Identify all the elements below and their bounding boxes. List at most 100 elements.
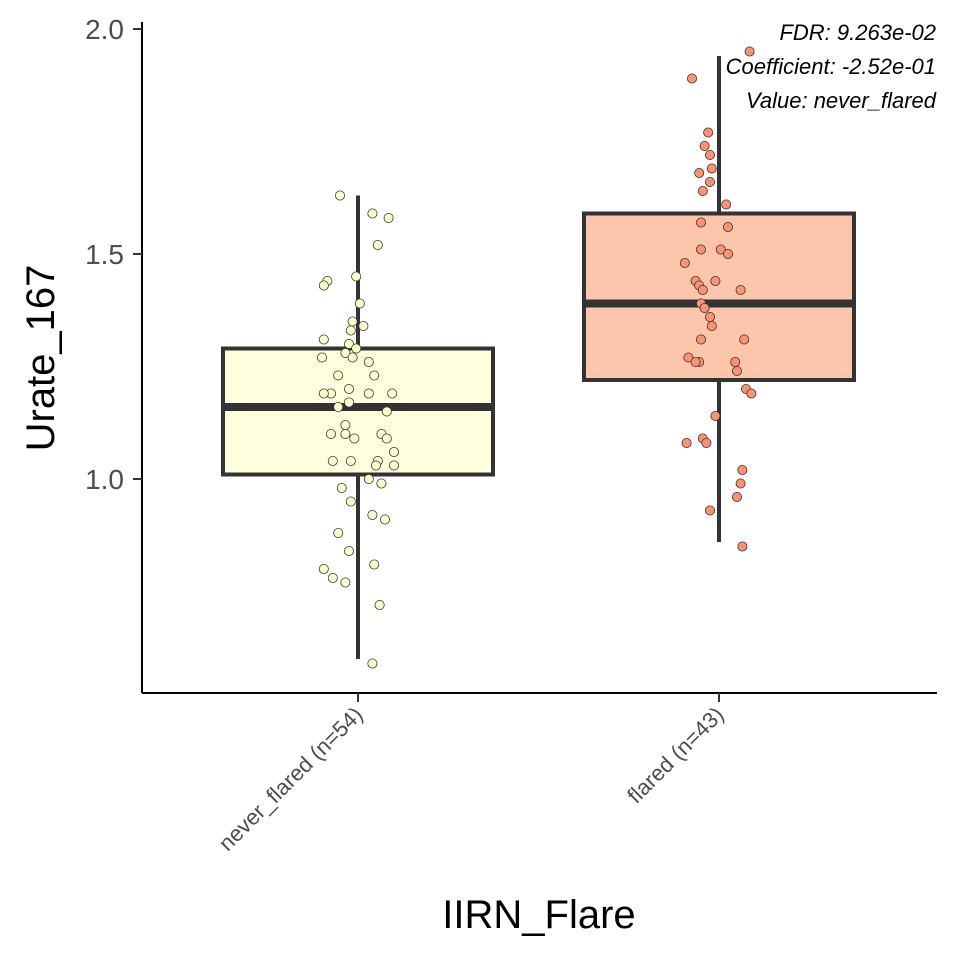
- data-point: [679, 257, 690, 268]
- data-point: [351, 271, 362, 282]
- data-point: [347, 316, 358, 327]
- data-point: [325, 428, 336, 439]
- data-point: [363, 356, 374, 367]
- data-point: [370, 460, 381, 471]
- data-point: [343, 383, 354, 394]
- data-point: [367, 658, 378, 669]
- data-point: [340, 577, 351, 588]
- data-point: [697, 284, 708, 295]
- data-point: [705, 311, 716, 322]
- y-tick-label: 2.0: [85, 14, 124, 45]
- data-point: [367, 208, 378, 219]
- data-point: [705, 149, 716, 160]
- box: [221, 346, 495, 477]
- x-axis-title: IIRN_Flare: [442, 893, 635, 937]
- data-point: [369, 370, 380, 381]
- data-point: [681, 437, 692, 448]
- data-point: [340, 428, 351, 439]
- data-point: [333, 528, 344, 539]
- data-point: [327, 455, 338, 466]
- data-point: [343, 397, 354, 408]
- data-point: [343, 546, 354, 557]
- data-point: [316, 352, 327, 363]
- data-point: [381, 406, 392, 417]
- data-point: [363, 473, 374, 484]
- box: [582, 211, 856, 382]
- data-point: [345, 325, 356, 336]
- data-point: [351, 343, 362, 354]
- data-point: [721, 199, 732, 210]
- data-point: [374, 600, 385, 611]
- data-point: [367, 509, 378, 520]
- y-axis-title: Urate_167: [19, 265, 63, 452]
- data-point: [369, 559, 380, 570]
- data-point: [735, 284, 746, 295]
- x-tick-label: never_flared (n=54): [214, 702, 368, 856]
- data-point: [705, 505, 716, 516]
- data-point: [732, 365, 743, 376]
- data-point: [701, 437, 712, 448]
- data-point: [388, 446, 399, 457]
- data-point: [333, 401, 344, 412]
- data-point: [358, 320, 369, 331]
- data-point: [694, 167, 705, 178]
- data-point: [723, 221, 734, 232]
- data-point: [706, 320, 717, 331]
- data-point: [318, 388, 329, 399]
- coefficient-annotation: Coefficient: -2.52e-01: [726, 54, 936, 79]
- data-point: [376, 478, 387, 489]
- data-point: [354, 298, 365, 309]
- data-point: [744, 46, 755, 57]
- data-point: [697, 185, 708, 196]
- data-point: [347, 352, 358, 363]
- data-point: [715, 244, 726, 255]
- data-point: [730, 356, 741, 367]
- data-point: [318, 564, 329, 575]
- data-point: [735, 478, 746, 489]
- fdr-annotation: FDR: 9.263e-02: [779, 20, 936, 45]
- data-point: [710, 410, 721, 421]
- y-tick-label: 1.5: [85, 239, 124, 270]
- data-point: [737, 464, 748, 475]
- data-point: [387, 388, 398, 399]
- group-0: [221, 190, 495, 669]
- data-point: [690, 356, 701, 367]
- data-point: [705, 176, 716, 187]
- data-point: [340, 347, 351, 358]
- plot-area: [221, 46, 856, 669]
- data-point: [696, 244, 707, 255]
- data-point: [706, 163, 717, 174]
- data-point: [372, 239, 383, 250]
- value-annotation: Value: never_flared: [746, 88, 937, 113]
- data-point: [381, 433, 392, 444]
- data-point: [739, 334, 750, 345]
- data-point: [683, 352, 694, 363]
- data-point: [696, 334, 707, 345]
- data-point: [699, 140, 710, 151]
- data-point: [318, 334, 329, 345]
- data-point: [703, 127, 714, 138]
- data-point: [383, 212, 394, 223]
- data-point: [340, 419, 351, 430]
- data-point: [737, 541, 748, 552]
- data-point: [746, 388, 757, 399]
- data-point: [343, 338, 354, 349]
- data-point: [732, 491, 743, 502]
- x-tick-label: flared (n=43): [622, 702, 728, 808]
- data-point: [345, 496, 356, 507]
- data-point: [379, 514, 390, 525]
- data-point: [363, 388, 374, 399]
- data-point: [327, 573, 338, 584]
- data-point: [699, 302, 710, 313]
- data-point: [349, 433, 360, 444]
- y-tick-label: 1.0: [85, 464, 124, 495]
- data-point: [336, 482, 347, 493]
- group-1: [582, 46, 856, 552]
- data-point: [333, 370, 344, 381]
- data-point: [696, 217, 707, 228]
- data-point: [710, 275, 721, 286]
- data-point: [318, 280, 329, 291]
- data-point: [723, 248, 734, 259]
- data-point: [388, 460, 399, 471]
